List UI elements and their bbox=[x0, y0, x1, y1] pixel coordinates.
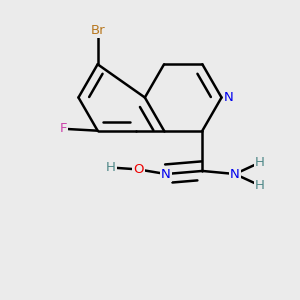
Text: H: H bbox=[255, 179, 265, 192]
Text: N: N bbox=[161, 167, 171, 181]
Text: Br: Br bbox=[90, 24, 105, 37]
Text: F: F bbox=[59, 122, 67, 135]
Text: H: H bbox=[255, 156, 265, 169]
Text: N: N bbox=[230, 167, 240, 181]
Text: H: H bbox=[106, 161, 116, 174]
Text: O: O bbox=[133, 163, 144, 176]
Text: N: N bbox=[224, 91, 233, 104]
